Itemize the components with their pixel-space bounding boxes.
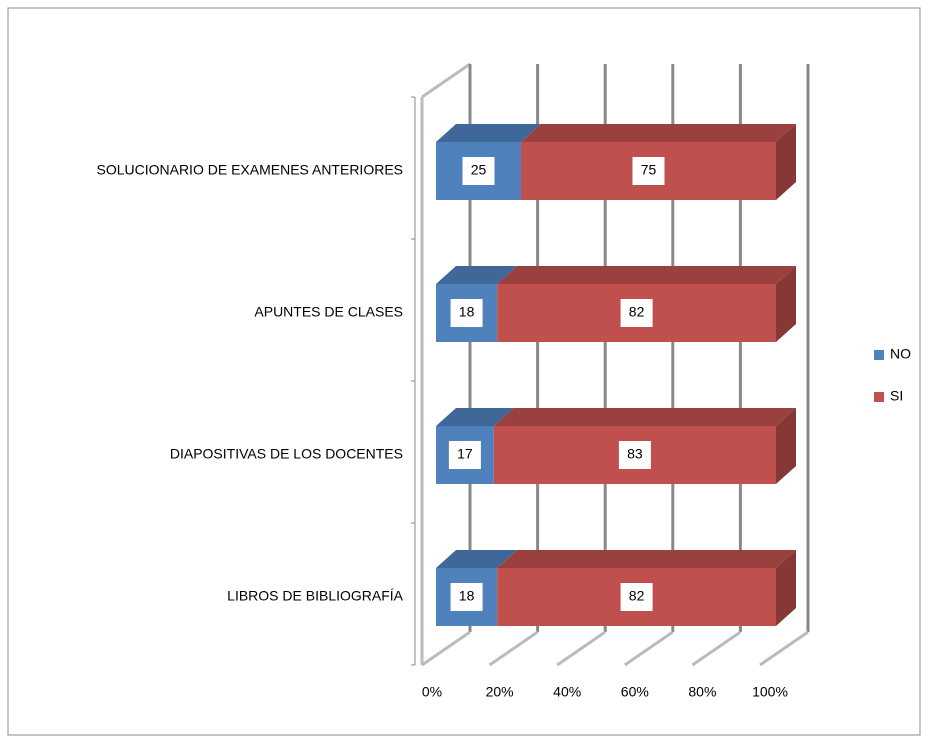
bar-side [776,124,796,200]
x-tick-label: 20% [486,684,514,700]
category-label: LIBROS DE BIBLIOGRAFÍA [227,588,403,604]
bar-side [776,408,796,484]
value-label: 75 [641,162,657,178]
grid-line [421,630,471,667]
grid-line [623,630,674,667]
bar-top [521,124,796,142]
bar-top [436,124,541,142]
legend-label: SI [890,388,903,404]
value-label-box [450,583,483,611]
grid-line [556,630,607,667]
x-tick-label: 100% [752,684,788,700]
bar-side [776,550,796,626]
value-label-box [620,583,653,611]
bar-top [436,266,518,284]
value-label: 83 [627,446,643,462]
x-tick-label: 80% [688,684,716,700]
x-tick-label: 40% [553,684,581,700]
value-label: 18 [459,588,475,604]
value-label-box [618,441,651,469]
bar-top [497,550,796,568]
value-label-box [620,299,653,327]
bar-side [776,266,796,342]
bar-top [436,408,514,426]
value-label-box [632,157,665,185]
grid-line [488,630,539,667]
category-label: DIAPOSITIVAS DE LOS DOCENTES [170,446,403,462]
legend-label: NO [890,346,911,362]
x-tick-label: 0% [422,684,442,700]
legend-swatch [874,392,884,402]
value-label: 82 [629,588,645,604]
x-tick-label: 60% [621,684,649,700]
value-label-box [448,441,481,469]
value-label: 82 [629,304,645,320]
category-label: SOLUCIONARIO DE EXAMENES ANTERIORES [96,162,403,178]
grid-line [759,630,809,667]
value-label-box [450,299,483,327]
bar-top [436,550,518,568]
grid-line [691,630,742,667]
value-label: 18 [459,304,475,320]
bar-top [493,408,796,426]
value-label-box [462,157,495,185]
bar-top [497,266,796,284]
value-label: 17 [457,446,473,462]
legend-swatch [874,350,884,360]
category-label: APUNTES DE CLASES [254,304,403,320]
value-label: 25 [471,162,487,178]
side-wall-edge [421,62,471,99]
